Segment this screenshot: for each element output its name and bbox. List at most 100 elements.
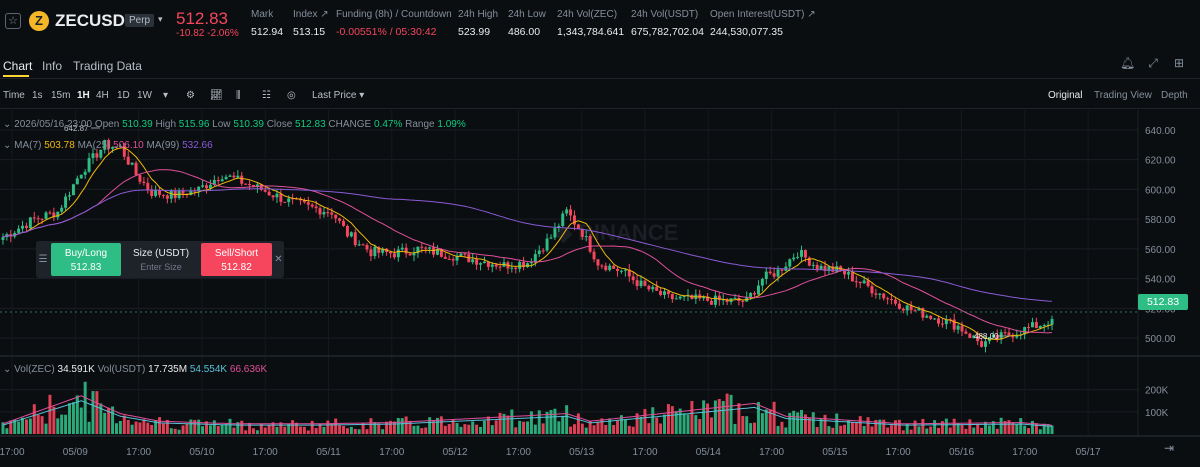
volume-bar [396, 417, 400, 434]
volume-bar [956, 423, 960, 434]
candle-body [725, 299, 729, 303]
view-original[interactable]: Original [1048, 90, 1083, 101]
candle-body [835, 266, 839, 272]
volume-bar [545, 411, 549, 434]
price-tick-label: 640.00 [1145, 126, 1176, 137]
chart-settings-icon[interactable]: ☷ [262, 90, 271, 101]
indicator-icon[interactable]: 📈︎ [210, 90, 223, 101]
candle-body [9, 234, 13, 237]
candle-type-icon[interactable]: ⫼ [236, 90, 241, 101]
interval-4h[interactable]: 4H [96, 90, 109, 101]
volume-bar [518, 420, 522, 434]
volume-bar [158, 417, 162, 434]
volume-bar [706, 403, 710, 434]
candle-body [933, 318, 937, 320]
symbol-name[interactable]: ZECUSDT [55, 11, 136, 30]
volume-bar [314, 428, 318, 434]
volume-bar [639, 416, 643, 434]
candle-body [150, 189, 154, 196]
volume-bar [572, 424, 576, 434]
interval-1w[interactable]: 1W [137, 90, 152, 101]
favorite-star-icon[interactable]: ☆ [5, 13, 21, 29]
interval-1s[interactable]: 1s [32, 90, 43, 101]
sell-short-button[interactable]: Sell/Short 512.82 [201, 243, 272, 276]
volume-bar [1038, 429, 1042, 434]
volume-bar [310, 420, 314, 434]
stat-open-interest[interactable]: Open Interest(USDT) ↗ 244,530,077.35 [710, 9, 816, 38]
candle-body [886, 298, 890, 300]
price-mode-icon[interactable]: ◎ [287, 90, 296, 101]
volume-bar [1046, 424, 1050, 434]
interval-1d[interactable]: 1D [117, 90, 130, 101]
interval-15m[interactable]: 15m [51, 90, 71, 101]
volume-bar [365, 429, 369, 434]
scroll-to-latest-icon[interactable]: ⇥ [1163, 441, 1175, 455]
vol-ma2-line [2, 395, 1053, 426]
price-type-select[interactable]: Last Price ▾ [312, 90, 365, 101]
volume-bar [721, 400, 725, 434]
candle-body [36, 218, 40, 220]
time-tick-label: 17:00 [759, 447, 784, 458]
volume-bar [44, 423, 48, 434]
candle-body [87, 158, 91, 172]
candle-body [557, 226, 561, 229]
close-icon[interactable]: ✕ [274, 254, 283, 265]
candle-body [439, 249, 443, 257]
contract-badge: Perp [125, 14, 155, 27]
volume-bar [847, 420, 850, 434]
stat-index[interactable]: Index ↗ 513.15 [293, 9, 329, 38]
tab-chart[interactable]: Chart [3, 59, 33, 73]
volume-bar [682, 413, 686, 434]
tab-trading-data[interactable]: Trading Data [73, 59, 142, 73]
candle-body [800, 250, 804, 257]
layout-grid-icon[interactable]: ⊞ [1173, 56, 1185, 70]
candle-body [882, 293, 886, 299]
volume-bar [326, 420, 330, 434]
time-tick-label: 17:00 [1012, 447, 1037, 458]
bell-icon[interactable]: 🔔︎ [1120, 56, 1136, 70]
volume-bar [381, 429, 385, 434]
legend-collapse-icon: ⌄ [3, 119, 12, 130]
interval-1h[interactable]: 1H [77, 90, 90, 101]
candle-body [897, 303, 901, 309]
candle-body [486, 261, 490, 267]
view-trading-view[interactable]: Trading View [1094, 90, 1152, 101]
volume-bar [917, 426, 921, 434]
candle-body [663, 291, 666, 295]
volume-bar [541, 423, 545, 434]
candle-body [291, 198, 295, 200]
volume-bar [263, 427, 267, 434]
candle-body [980, 341, 984, 347]
stat-24h-low: 24h Low 486.00 [508, 9, 546, 38]
candle-body [815, 264, 819, 271]
candle-body [944, 319, 948, 325]
indicator-settings-icon[interactable]: ⚙ [186, 90, 195, 101]
volume-bar [592, 425, 596, 434]
size-input[interactable]: Size (USDT) Enter Size [132, 248, 190, 272]
view-depth[interactable]: Depth [1161, 90, 1188, 101]
volume-bar [635, 413, 639, 434]
candle-body [572, 215, 576, 225]
expand-icon[interactable]: ⤢ [1148, 56, 1158, 70]
candlestick-chart[interactable]: ◆ BINANCE 640.00 620.00 600.00 580.00 560.00… [0, 110, 1200, 467]
interval-dropdown-icon[interactable]: ▾ [163, 90, 169, 101]
candle-body [173, 190, 177, 199]
candle-body [823, 265, 827, 271]
interval-time[interactable]: Time [3, 90, 25, 101]
candle-body [917, 308, 921, 311]
volume-bar [741, 416, 745, 434]
buy-long-button[interactable]: Buy/Long 512.83 [51, 243, 121, 276]
volume-bar [729, 394, 733, 434]
candle-body [91, 153, 95, 159]
symbol-dropdown-icon[interactable]: ▾ [158, 14, 163, 24]
volume-bar [389, 420, 392, 434]
drag-handle-icon[interactable]: ☰ [38, 254, 48, 265]
candle-body [48, 212, 52, 214]
volume-bar [48, 394, 52, 434]
candle-body [126, 156, 130, 165]
volume-bar [925, 428, 929, 434]
volume-bar [459, 426, 463, 434]
volume-bar [28, 418, 32, 434]
tab-info[interactable]: Info [42, 59, 63, 73]
candle-body [451, 259, 455, 261]
